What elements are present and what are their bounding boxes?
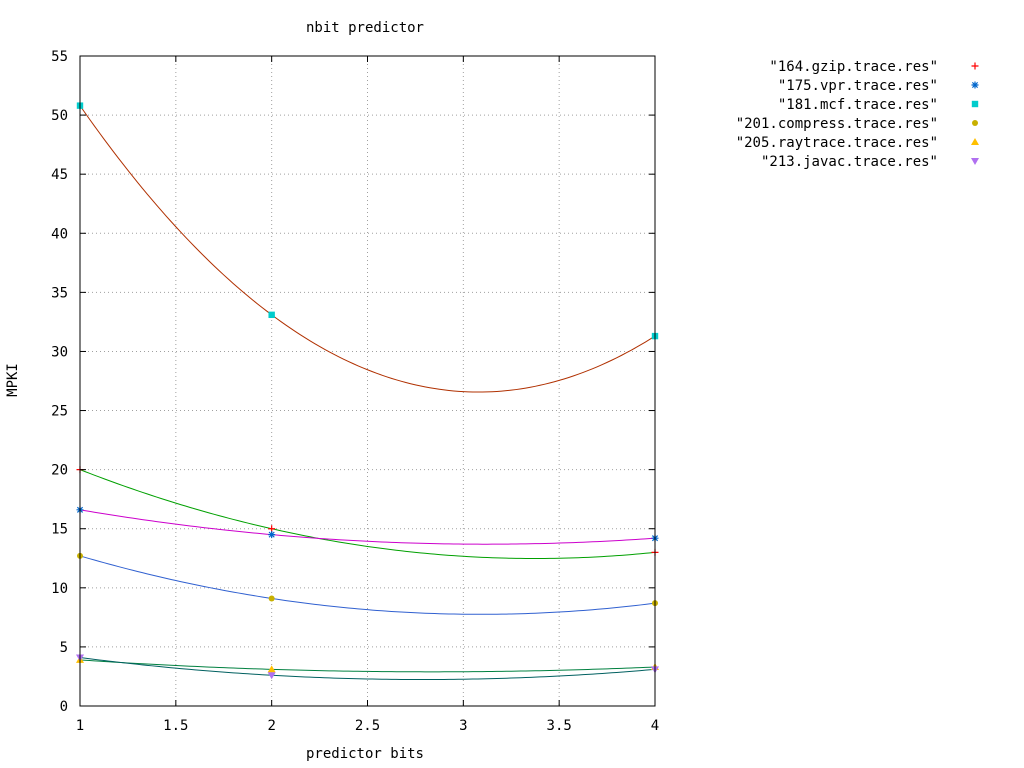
data-point — [267, 672, 276, 680]
y-tick-label: 0 — [60, 699, 68, 715]
x-tick-label: 2.5 — [355, 718, 380, 734]
y-tick-label: 5 — [60, 640, 68, 656]
legend-label: "164.gzip.trace.res" — [769, 59, 938, 75]
y-tick-label: 35 — [51, 285, 68, 301]
plot-area — [79, 55, 656, 707]
x-tick-label: 2 — [267, 718, 275, 734]
series-curve — [79, 509, 656, 545]
legend-marker — [971, 138, 979, 145]
y-tick-label: 10 — [51, 581, 68, 597]
legend-label: "213.javac.trace.res" — [761, 154, 938, 170]
series-curve — [79, 105, 656, 393]
legend-marker — [971, 158, 979, 165]
grid — [80, 56, 655, 706]
legend-label: "181.mcf.trace.res" — [778, 97, 938, 113]
data-point — [268, 311, 275, 319]
x-tick-label: 1 — [76, 718, 84, 734]
x-tick-label: 1.5 — [163, 718, 188, 734]
legend-label: "175.vpr.trace.res" — [778, 78, 938, 94]
x-tick-label: 4 — [651, 718, 659, 734]
data-point — [267, 665, 276, 673]
legend-marker — [971, 100, 979, 108]
y-tick-label: 20 — [51, 463, 68, 479]
legend-label: "201.compress.trace.res" — [736, 116, 938, 132]
legend-marker — [971, 62, 979, 70]
y-tick-label: 50 — [51, 108, 68, 124]
y-tick-label: 40 — [51, 226, 68, 242]
legend-marker — [971, 81, 979, 89]
y-axis-label: MPKI — [5, 363, 21, 397]
y-tick-label: 45 — [51, 167, 68, 183]
x-axis-label: predictor bits — [306, 746, 424, 762]
series-curve — [79, 469, 656, 560]
series-curves — [79, 105, 656, 681]
series-curve — [79, 555, 656, 615]
legend-label: "205.raytrace.trace.res" — [736, 135, 938, 151]
plot-border — [79, 55, 656, 707]
chart-title: nbit predictor — [306, 20, 424, 36]
x-tick-label: 3 — [459, 718, 467, 734]
x-tick-label: 3.5 — [547, 718, 572, 734]
data-point — [268, 525, 276, 533]
data-point — [268, 531, 276, 539]
data-point — [268, 595, 275, 602]
y-tick-label: 55 — [51, 49, 68, 65]
y-tick-label: 25 — [51, 404, 68, 420]
series-curve — [79, 659, 656, 673]
y-tick-label: 30 — [51, 344, 68, 360]
legend-marker — [972, 120, 978, 126]
legend: "164.gzip.trace.res" "175.vpr.trace.res" "… — [736, 59, 979, 170]
y-tick-label: 15 — [51, 522, 68, 538]
series-curve — [79, 657, 656, 681]
